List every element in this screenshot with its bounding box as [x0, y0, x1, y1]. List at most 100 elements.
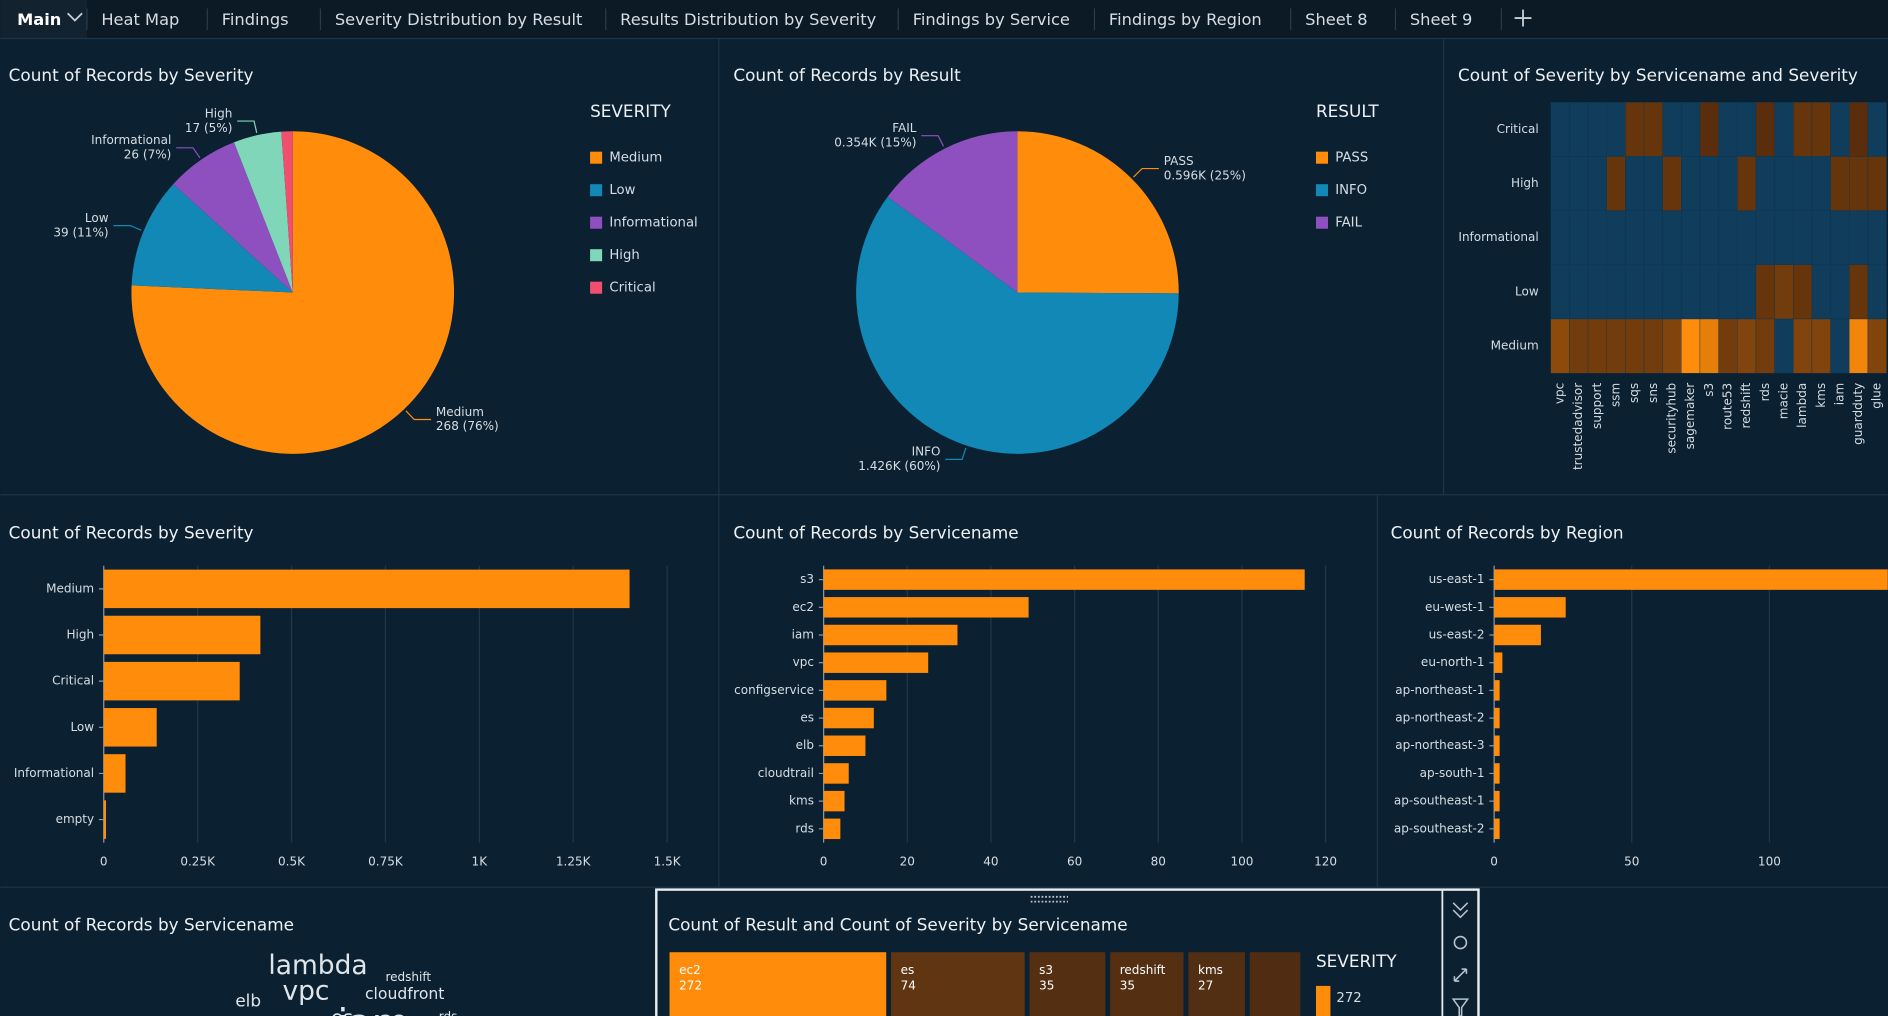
- bar[interactable]: [103, 800, 107, 839]
- empty-cell: [1699, 210, 1719, 266]
- treemap-tile[interactable]: [1188, 952, 1245, 1016]
- bar[interactable]: [823, 652, 929, 673]
- slice-label: FAIL: [892, 121, 917, 135]
- x-tick-label: 0: [1490, 854, 1498, 868]
- bar[interactable]: [1494, 818, 1500, 840]
- legend-label[interactable]: Informational: [609, 216, 697, 231]
- bar[interactable]: [103, 661, 240, 701]
- treemap-tile[interactable]: [1029, 952, 1106, 1016]
- empty-cell: [1718, 210, 1738, 266]
- filter-icon[interactable]: [1451, 998, 1470, 1016]
- bar[interactable]: [823, 680, 887, 701]
- legend-label[interactable]: INFO: [1335, 183, 1367, 198]
- legend-label[interactable]: PASS: [1335, 151, 1368, 166]
- settings-icon[interactable]: [1453, 935, 1468, 950]
- tab-dropdown[interactable]: [67, 12, 83, 22]
- bar[interactable]: [823, 597, 1029, 618]
- sheet-tab[interactable]: Findings by Region: [1109, 10, 1262, 29]
- word[interactable]: elb: [235, 991, 261, 1011]
- pie-slice: [234, 131, 293, 293]
- bar[interactable]: [823, 790, 845, 812]
- expand-icon[interactable]: [1453, 968, 1468, 982]
- word[interactable]: rds: [439, 1010, 458, 1016]
- bar[interactable]: [1494, 707, 1500, 729]
- empty-cell: [1718, 102, 1738, 157]
- bar[interactable]: [1494, 597, 1566, 618]
- bar[interactable]: [1494, 735, 1500, 756]
- column-label: support: [1590, 383, 1604, 429]
- bar[interactable]: [823, 569, 1305, 590]
- bar[interactable]: [1494, 624, 1541, 646]
- legend-label[interactable]: Critical: [609, 281, 655, 296]
- chart-group: 0 0.25K 0.5K 0.75K 1K 1.25K 1.5K Medium High Crit…: [14, 565, 682, 868]
- legend-label[interactable]: FAIL: [1335, 216, 1362, 231]
- y-tick-label: es: [800, 711, 814, 725]
- word[interactable]: vpc: [282, 975, 329, 1006]
- legend-label[interactable]: High: [609, 248, 639, 263]
- drag-handle[interactable]: [1030, 895, 1068, 903]
- sheet-tab[interactable]: Main: [17, 10, 61, 29]
- empty-cell: [1643, 264, 1663, 320]
- y-tick-label: ap-southeast-1: [1394, 794, 1485, 808]
- bar[interactable]: [103, 615, 261, 655]
- bar[interactable]: [1494, 763, 1500, 784]
- y-tick-label: Informational: [14, 766, 94, 780]
- column-label: ssm: [1609, 383, 1623, 407]
- leader-line: [921, 135, 945, 147]
- empty-cell: [1793, 210, 1813, 266]
- sheet-tab[interactable]: Sheet 8: [1305, 10, 1368, 29]
- heat-cell: [1587, 318, 1607, 374]
- sheet-tab[interactable]: Findings: [222, 10, 289, 29]
- bar[interactable]: [1494, 652, 1503, 673]
- sheet-tab[interactable]: Findings by Service: [913, 10, 1070, 29]
- legend-label[interactable]: Medium: [609, 151, 662, 166]
- add-sheet-button[interactable]: [1514, 9, 1532, 27]
- collapse-icon[interactable]: [1452, 902, 1469, 919]
- x-tick-label: 0: [820, 854, 828, 868]
- bar[interactable]: [103, 754, 126, 793]
- bar[interactable]: [823, 818, 841, 840]
- pie-slice: [131, 184, 293, 293]
- selected-visual-frame[interactable]: [655, 888, 1480, 1016]
- x-tick-label: 100: [1230, 854, 1253, 868]
- bar[interactable]: [823, 624, 958, 646]
- bar[interactable]: [823, 763, 849, 784]
- treemap-tile[interactable]: [669, 952, 887, 1016]
- bar[interactable]: [823, 735, 866, 756]
- bar[interactable]: [103, 708, 157, 747]
- sheet-tab[interactable]: Sheet 9: [1410, 10, 1473, 29]
- y-tick-label: ap-northeast-2: [1395, 711, 1484, 725]
- word[interactable]: iam: [337, 1001, 409, 1016]
- sheet-tab[interactable]: Heat Map: [101, 10, 179, 29]
- empty-cell: [1774, 210, 1794, 266]
- empty-cell: [1550, 156, 1570, 211]
- heat-cell: [1625, 318, 1645, 374]
- chart-title: Count of Records by Servicename: [9, 915, 294, 935]
- heat-cell: [1606, 318, 1626, 374]
- x-tick-label: 100: [1758, 854, 1781, 868]
- sheet-tab[interactable]: Results Distribution by Severity: [620, 10, 876, 29]
- heat-cell: [1569, 318, 1589, 374]
- legend-label[interactable]: Low: [609, 183, 635, 198]
- treemap-tile[interactable]: [891, 952, 1025, 1016]
- tab-bar: [0, 0, 1888, 39]
- word[interactable]: es: [331, 1006, 353, 1016]
- slice-label: INFO: [912, 445, 941, 459]
- word[interactable]: cloudfront: [365, 984, 444, 1003]
- y-tick-label: empty: [56, 812, 95, 826]
- bar[interactable]: [1494, 680, 1500, 701]
- bar[interactable]: [1494, 569, 1888, 590]
- bar[interactable]: [1494, 790, 1500, 812]
- bar[interactable]: [103, 569, 630, 609]
- bar[interactable]: [823, 707, 874, 729]
- treemap-tile[interactable]: [1110, 952, 1184, 1016]
- pie-slice: [1017, 131, 1179, 294]
- sheet-tab[interactable]: Severity Distribution by Result: [335, 10, 583, 29]
- word[interactable]: lambda: [268, 950, 367, 981]
- tile-label: kms: [1198, 963, 1223, 977]
- chart-group: Critical High Informational Low Medium vpc tru…: [1458, 102, 1887, 470]
- treemap-tile[interactable]: [1249, 952, 1301, 1016]
- word[interactable]: redshift: [385, 970, 431, 984]
